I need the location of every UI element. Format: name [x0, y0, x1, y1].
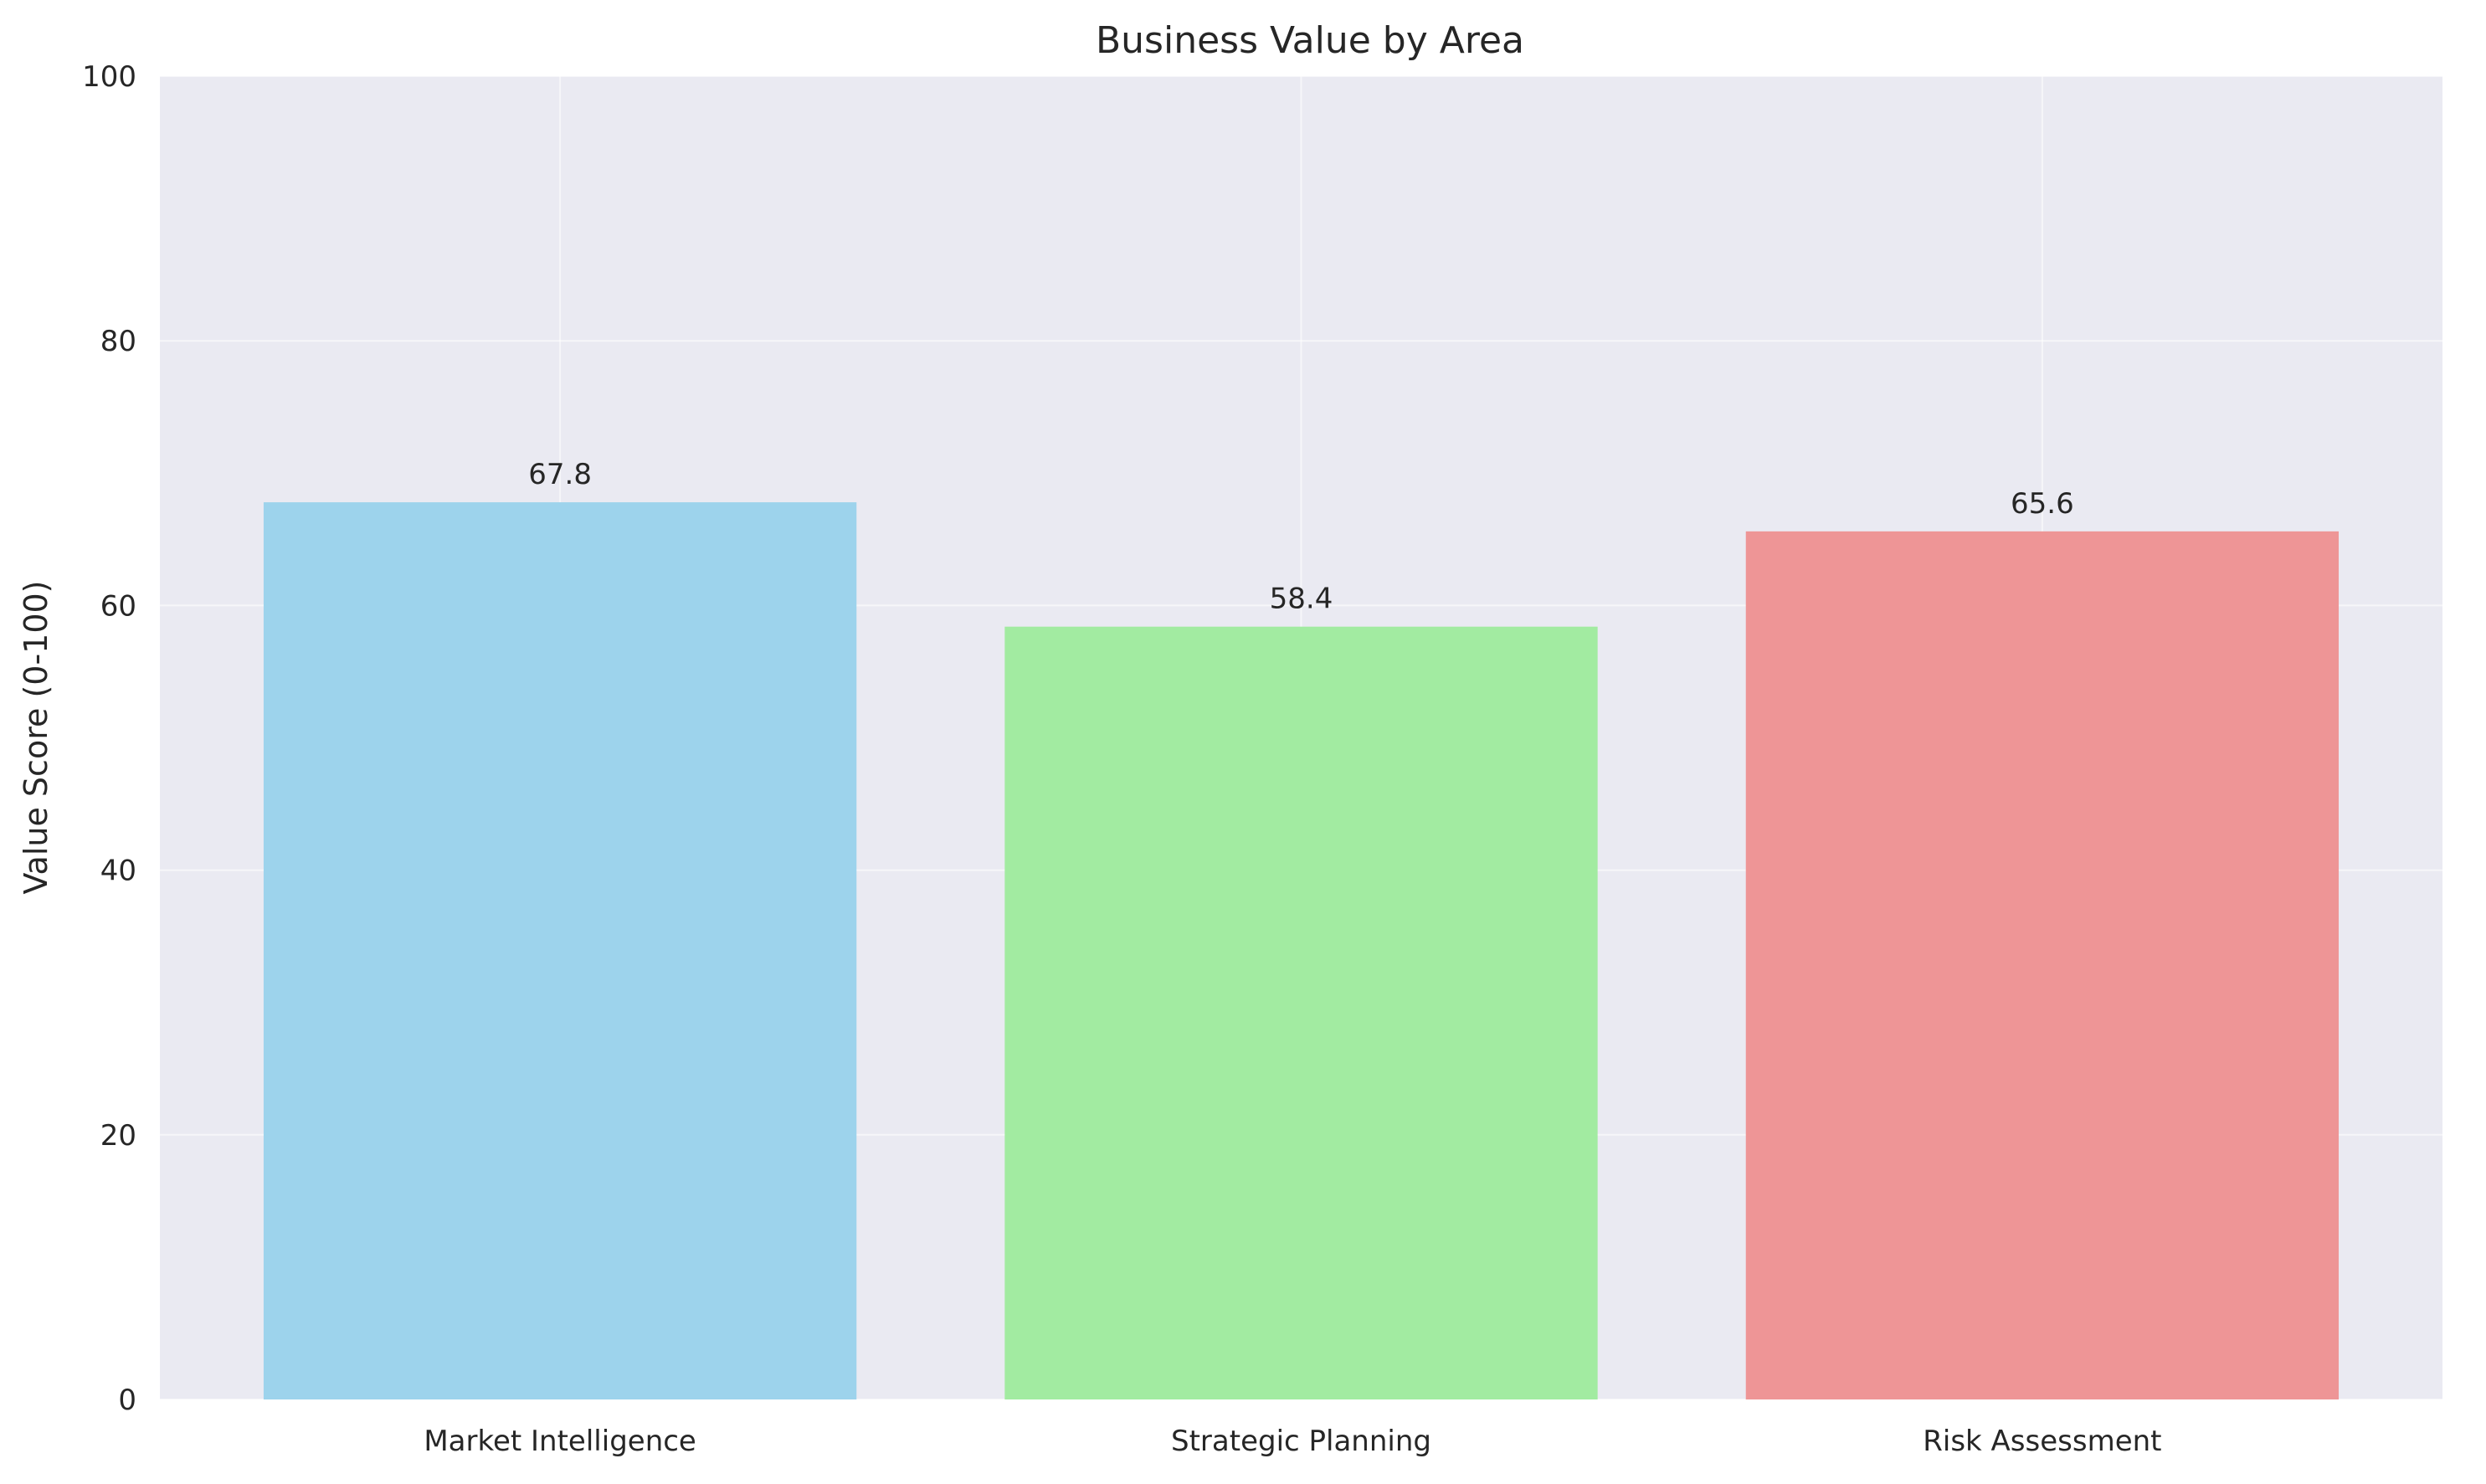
- bars: [263, 502, 2340, 1399]
- x-tick-label: Risk Assessment: [1923, 1425, 2161, 1458]
- bar-market-intelligence: [263, 502, 857, 1399]
- bar-value-label: 58.4: [1270, 583, 1333, 616]
- y-tick-label: 100: [82, 60, 136, 94]
- y-tick-label: 80: [100, 325, 136, 358]
- x-tick-label: Market Intelligence: [424, 1425, 696, 1458]
- y-tick-label: 60: [100, 589, 136, 623]
- y-tick-label: 20: [100, 1119, 136, 1153]
- bar-value-label: 67.8: [528, 458, 592, 491]
- y-axis-label: Value Score (0-100): [18, 580, 54, 894]
- x-axis-ticks: Market Intelligence Strategic Planning Ris…: [424, 1425, 2161, 1458]
- bar-strategic-planning: [1004, 626, 1598, 1399]
- y-axis-ticks: 0 20 40 60 80 100: [82, 60, 136, 1417]
- bar-value-labels: 67.8 58.4 65.6: [528, 458, 2073, 616]
- bar-risk-assessment: [1745, 531, 2340, 1399]
- y-tick-label: 40: [100, 855, 136, 888]
- chart-title: Business Value by Area: [1096, 19, 1524, 62]
- y-tick-label: 0: [118, 1384, 136, 1417]
- bar-value-label: 65.6: [2011, 487, 2074, 521]
- x-tick-label: Strategic Planning: [1171, 1425, 1431, 1458]
